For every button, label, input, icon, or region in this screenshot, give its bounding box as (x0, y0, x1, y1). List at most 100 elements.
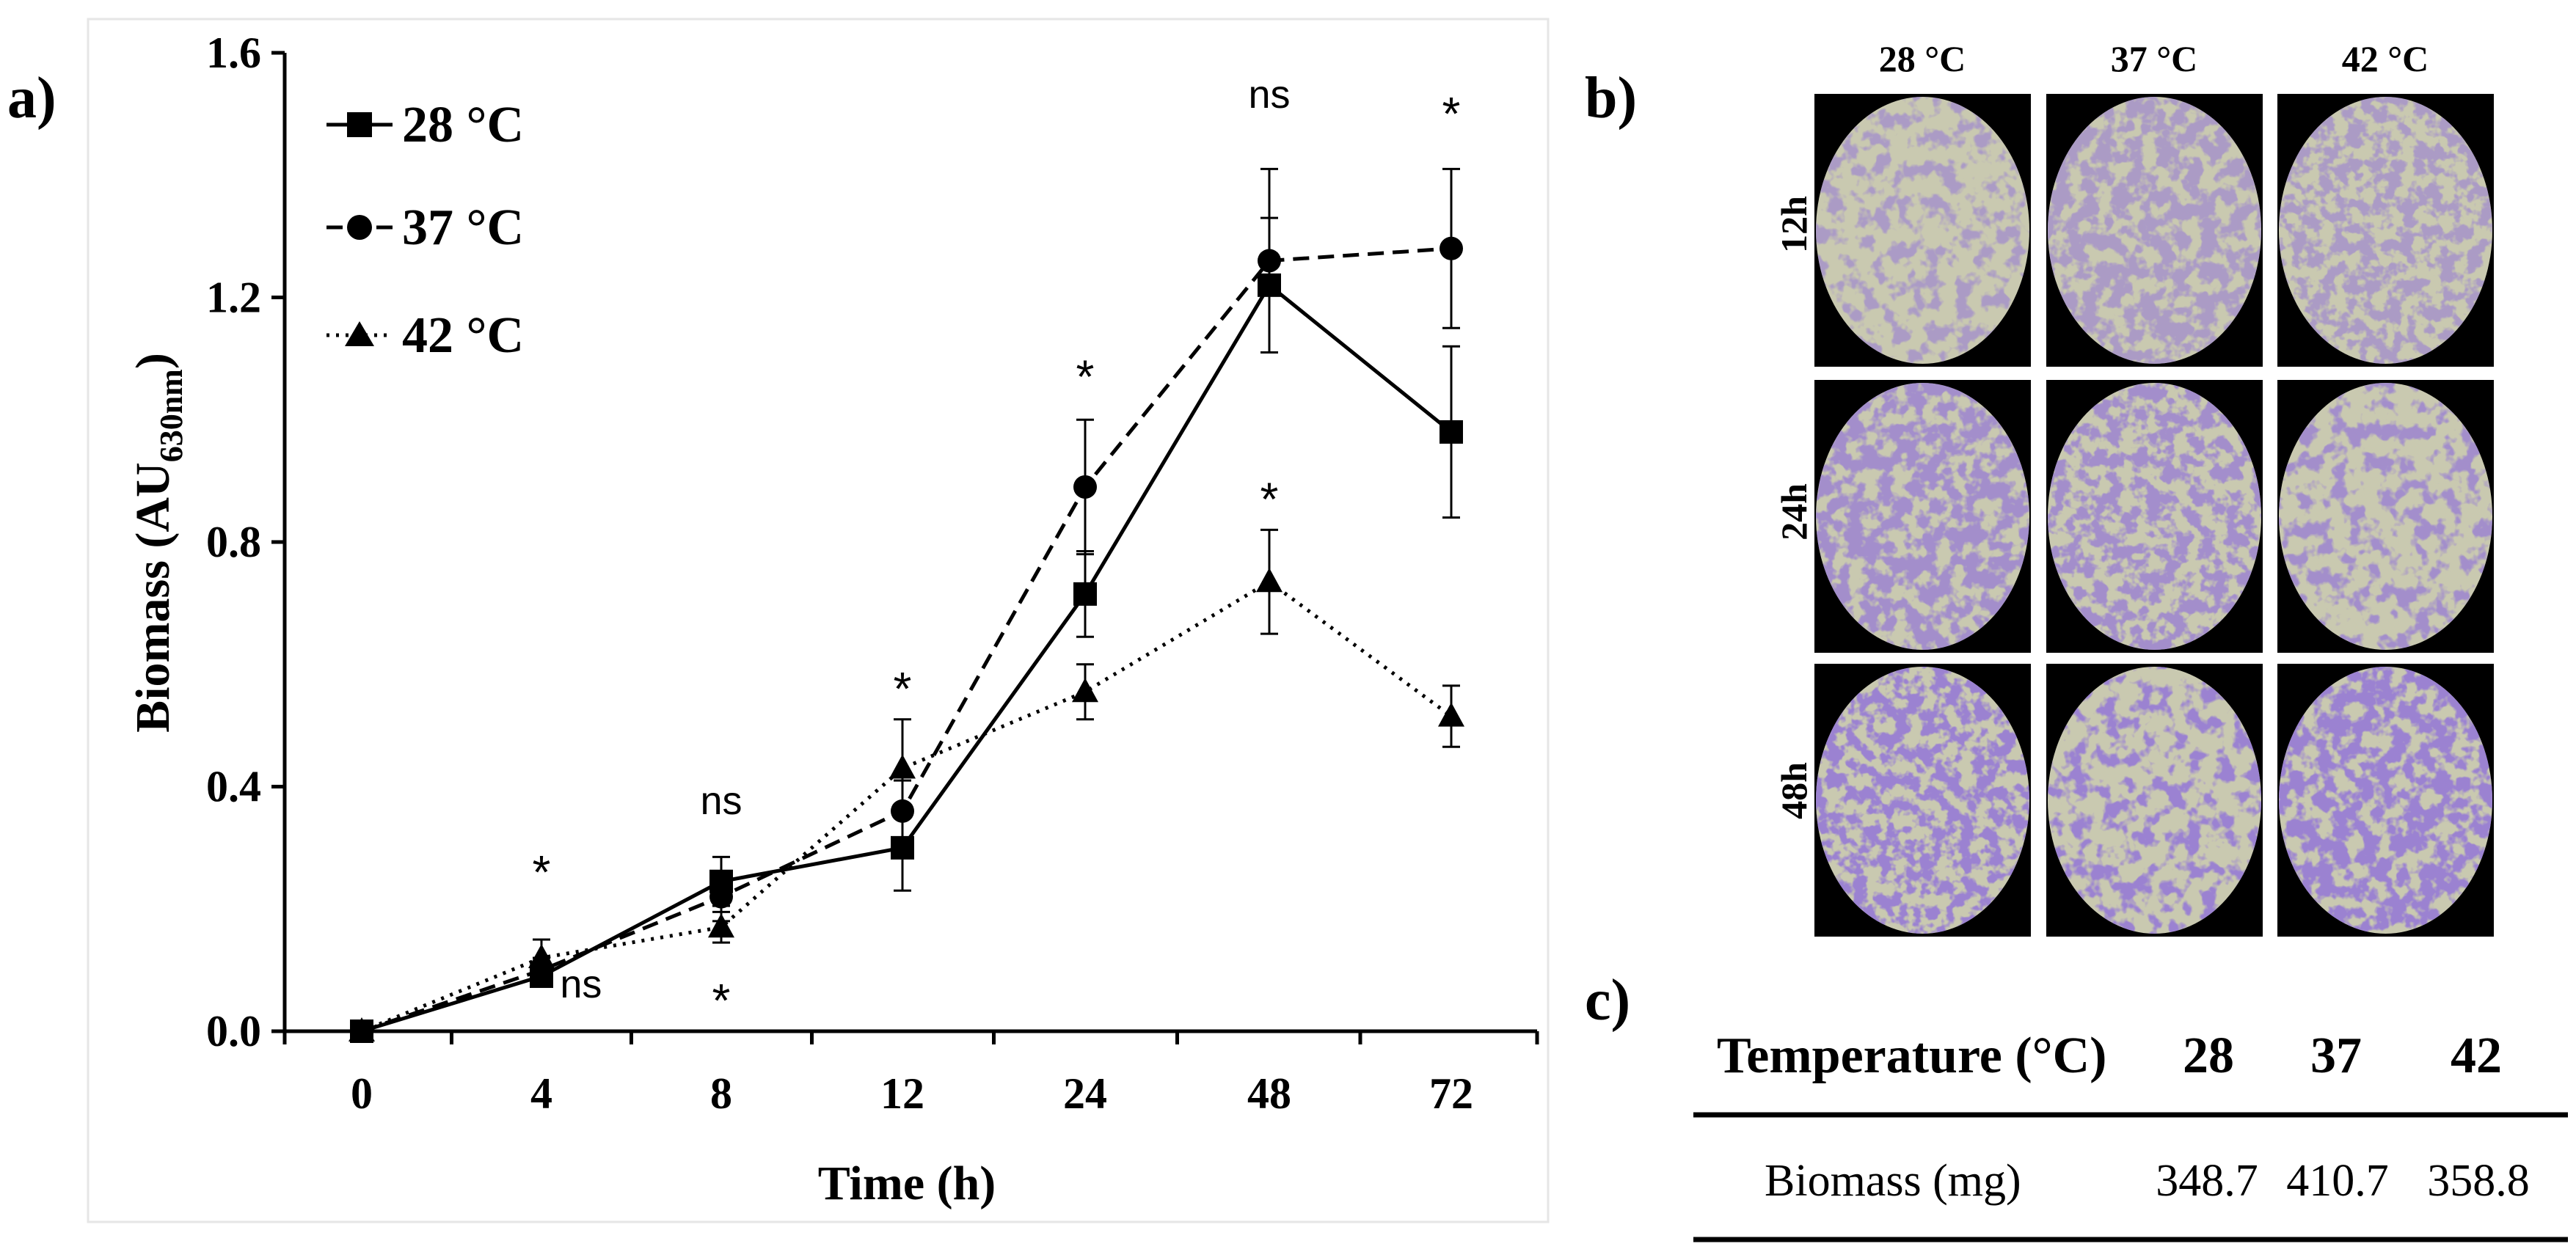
legend-triangle-marker (345, 321, 374, 346)
significance-ns: ns (1248, 73, 1290, 117)
legend-entry-28: 28 °C (326, 97, 524, 153)
error-bars (533, 167, 1460, 986)
y-axis-title-main: Biomass (AU (126, 462, 180, 733)
data-point-circle (891, 799, 914, 823)
data-point-circle (1440, 236, 1463, 260)
y-axis: 0.0 0.4 0.8 1.2 1.6 (206, 29, 287, 1055)
panel-label-b: b) (1585, 66, 1637, 131)
y-axis-title-close: ) (126, 353, 180, 369)
biofilm-stain (2279, 383, 2492, 650)
column-header-37: 37 °C (2111, 38, 2198, 79)
y-axis-title-subscript: 630nm (153, 369, 189, 462)
x-tick-label: 48 (1247, 1069, 1291, 1118)
legend-circle-marker (347, 215, 372, 240)
y-tick-label: 1.6 (206, 29, 261, 77)
micrograph-tile (1814, 380, 2031, 653)
x-axis: 0 4 8 12 24 48 72 (282, 1029, 1539, 1118)
table-row-label: Biomass (mg) (1765, 1156, 2021, 1206)
micrograph-tile (1814, 94, 2031, 367)
x-tick-label: 4 (530, 1069, 552, 1118)
significance-star: * (894, 662, 912, 715)
biofilm-stain (2048, 667, 2261, 934)
x-tick-label: 12 (880, 1069, 924, 1118)
legend-label-42: 42 °C (402, 307, 524, 364)
biofilm-stain (1816, 383, 2029, 650)
significance-star: * (1260, 472, 1279, 525)
data-point-triangle (528, 943, 555, 968)
biofilm-stain (1816, 667, 2029, 934)
legend: 28 °C 37 °C 42 °C (326, 97, 524, 364)
chart-frame (87, 18, 1550, 1223)
biofilm-stain (2279, 667, 2492, 934)
row-header-24h: 24h (1773, 483, 1814, 541)
table-header-label: Temperature (°C) (1717, 1028, 2107, 1084)
data-point-square (891, 835, 914, 860)
table-cell-42: 358.8 (2427, 1156, 2530, 1206)
row-header-48h: 48h (1773, 762, 1814, 819)
x-tick-label: 8 (710, 1069, 732, 1118)
biofilm-stain (2048, 383, 2261, 650)
legend-label-37: 37 °C (402, 199, 524, 256)
x-tick-label: 0 (351, 1069, 373, 1118)
y-tick-label: 0.4 (206, 763, 261, 811)
y-tick-label: 0.0 (206, 1007, 261, 1055)
micrograph-tile (2046, 664, 2263, 937)
column-header-28: 28 °C (1879, 38, 1966, 79)
significance-star: * (1442, 87, 1461, 140)
panel-label-a: a) (7, 66, 56, 131)
data-point-circle (1258, 249, 1281, 273)
panel-label-c: c) (1585, 968, 1630, 1033)
table-cell-37: 410.7 (2286, 1156, 2389, 1206)
series-line-square (361, 283, 1453, 1033)
data-point-circle (1073, 475, 1097, 499)
x-tick-label: 24 (1063, 1069, 1107, 1118)
table-header-28: 28 (2183, 1028, 2234, 1084)
data-point-triangle (708, 913, 734, 938)
significance-ns: ns (700, 779, 742, 823)
biomass-table: Temperature (°C) 28 37 42 Biomass (mg) 3… (1693, 1028, 2568, 1242)
data-point-square (1258, 273, 1281, 297)
significance-star: * (1076, 351, 1095, 403)
data-point-square (1440, 420, 1463, 444)
significance-annotations: * ns ns * * * * ns * (533, 73, 1461, 1027)
series-line-circle (361, 246, 1452, 1033)
column-header-42: 42 °C (2342, 38, 2429, 79)
significance-star: * (533, 846, 551, 898)
table-header-42: 42 (2451, 1028, 2502, 1084)
x-tick-label: 72 (1429, 1069, 1473, 1118)
table-header-37: 37 (2310, 1028, 2362, 1084)
micrograph-tile (2277, 380, 2494, 653)
micrograph-tile (2277, 94, 2494, 367)
series-lines (361, 246, 1453, 1033)
legend-square-marker (347, 112, 372, 137)
y-tick-label: 0.8 (206, 518, 261, 566)
y-axis-title: Biomass (AU630nm) (126, 353, 189, 733)
row-header-12h: 12h (1773, 196, 1814, 253)
data-point-circle (709, 885, 733, 909)
legend-entry-42: 42 °C (326, 307, 524, 364)
data-point-triangle (349, 1017, 375, 1041)
legend-entry-37: 37 °C (326, 199, 524, 256)
biofilm-stain (2048, 97, 2261, 364)
data-markers (349, 236, 1464, 1043)
micrograph-tile (2046, 380, 2263, 653)
significance-ns: ns (560, 962, 602, 1006)
data-point-triangle (889, 754, 916, 779)
micrograph-tile (2277, 664, 2494, 937)
data-point-triangle (1256, 568, 1282, 593)
micrograph-tile (1814, 664, 2031, 937)
x-axis-title: Time (h) (818, 1157, 996, 1210)
data-point-triangle (1072, 678, 1098, 703)
legend-label-28: 28 °C (402, 97, 524, 153)
data-point-square (1073, 582, 1097, 606)
biofilm-stain (2279, 97, 2492, 364)
y-tick-label: 1.2 (206, 274, 261, 322)
micrograph-grid: 28 °C 37 °C 42 °C 12h 24h 48h (1773, 38, 2494, 937)
micrograph-tile (2046, 94, 2263, 367)
table-cell-28: 348.7 (2156, 1156, 2258, 1206)
data-point-triangle (1438, 702, 1464, 727)
biofilm-stain (1816, 97, 2029, 364)
significance-star: * (712, 974, 731, 1027)
